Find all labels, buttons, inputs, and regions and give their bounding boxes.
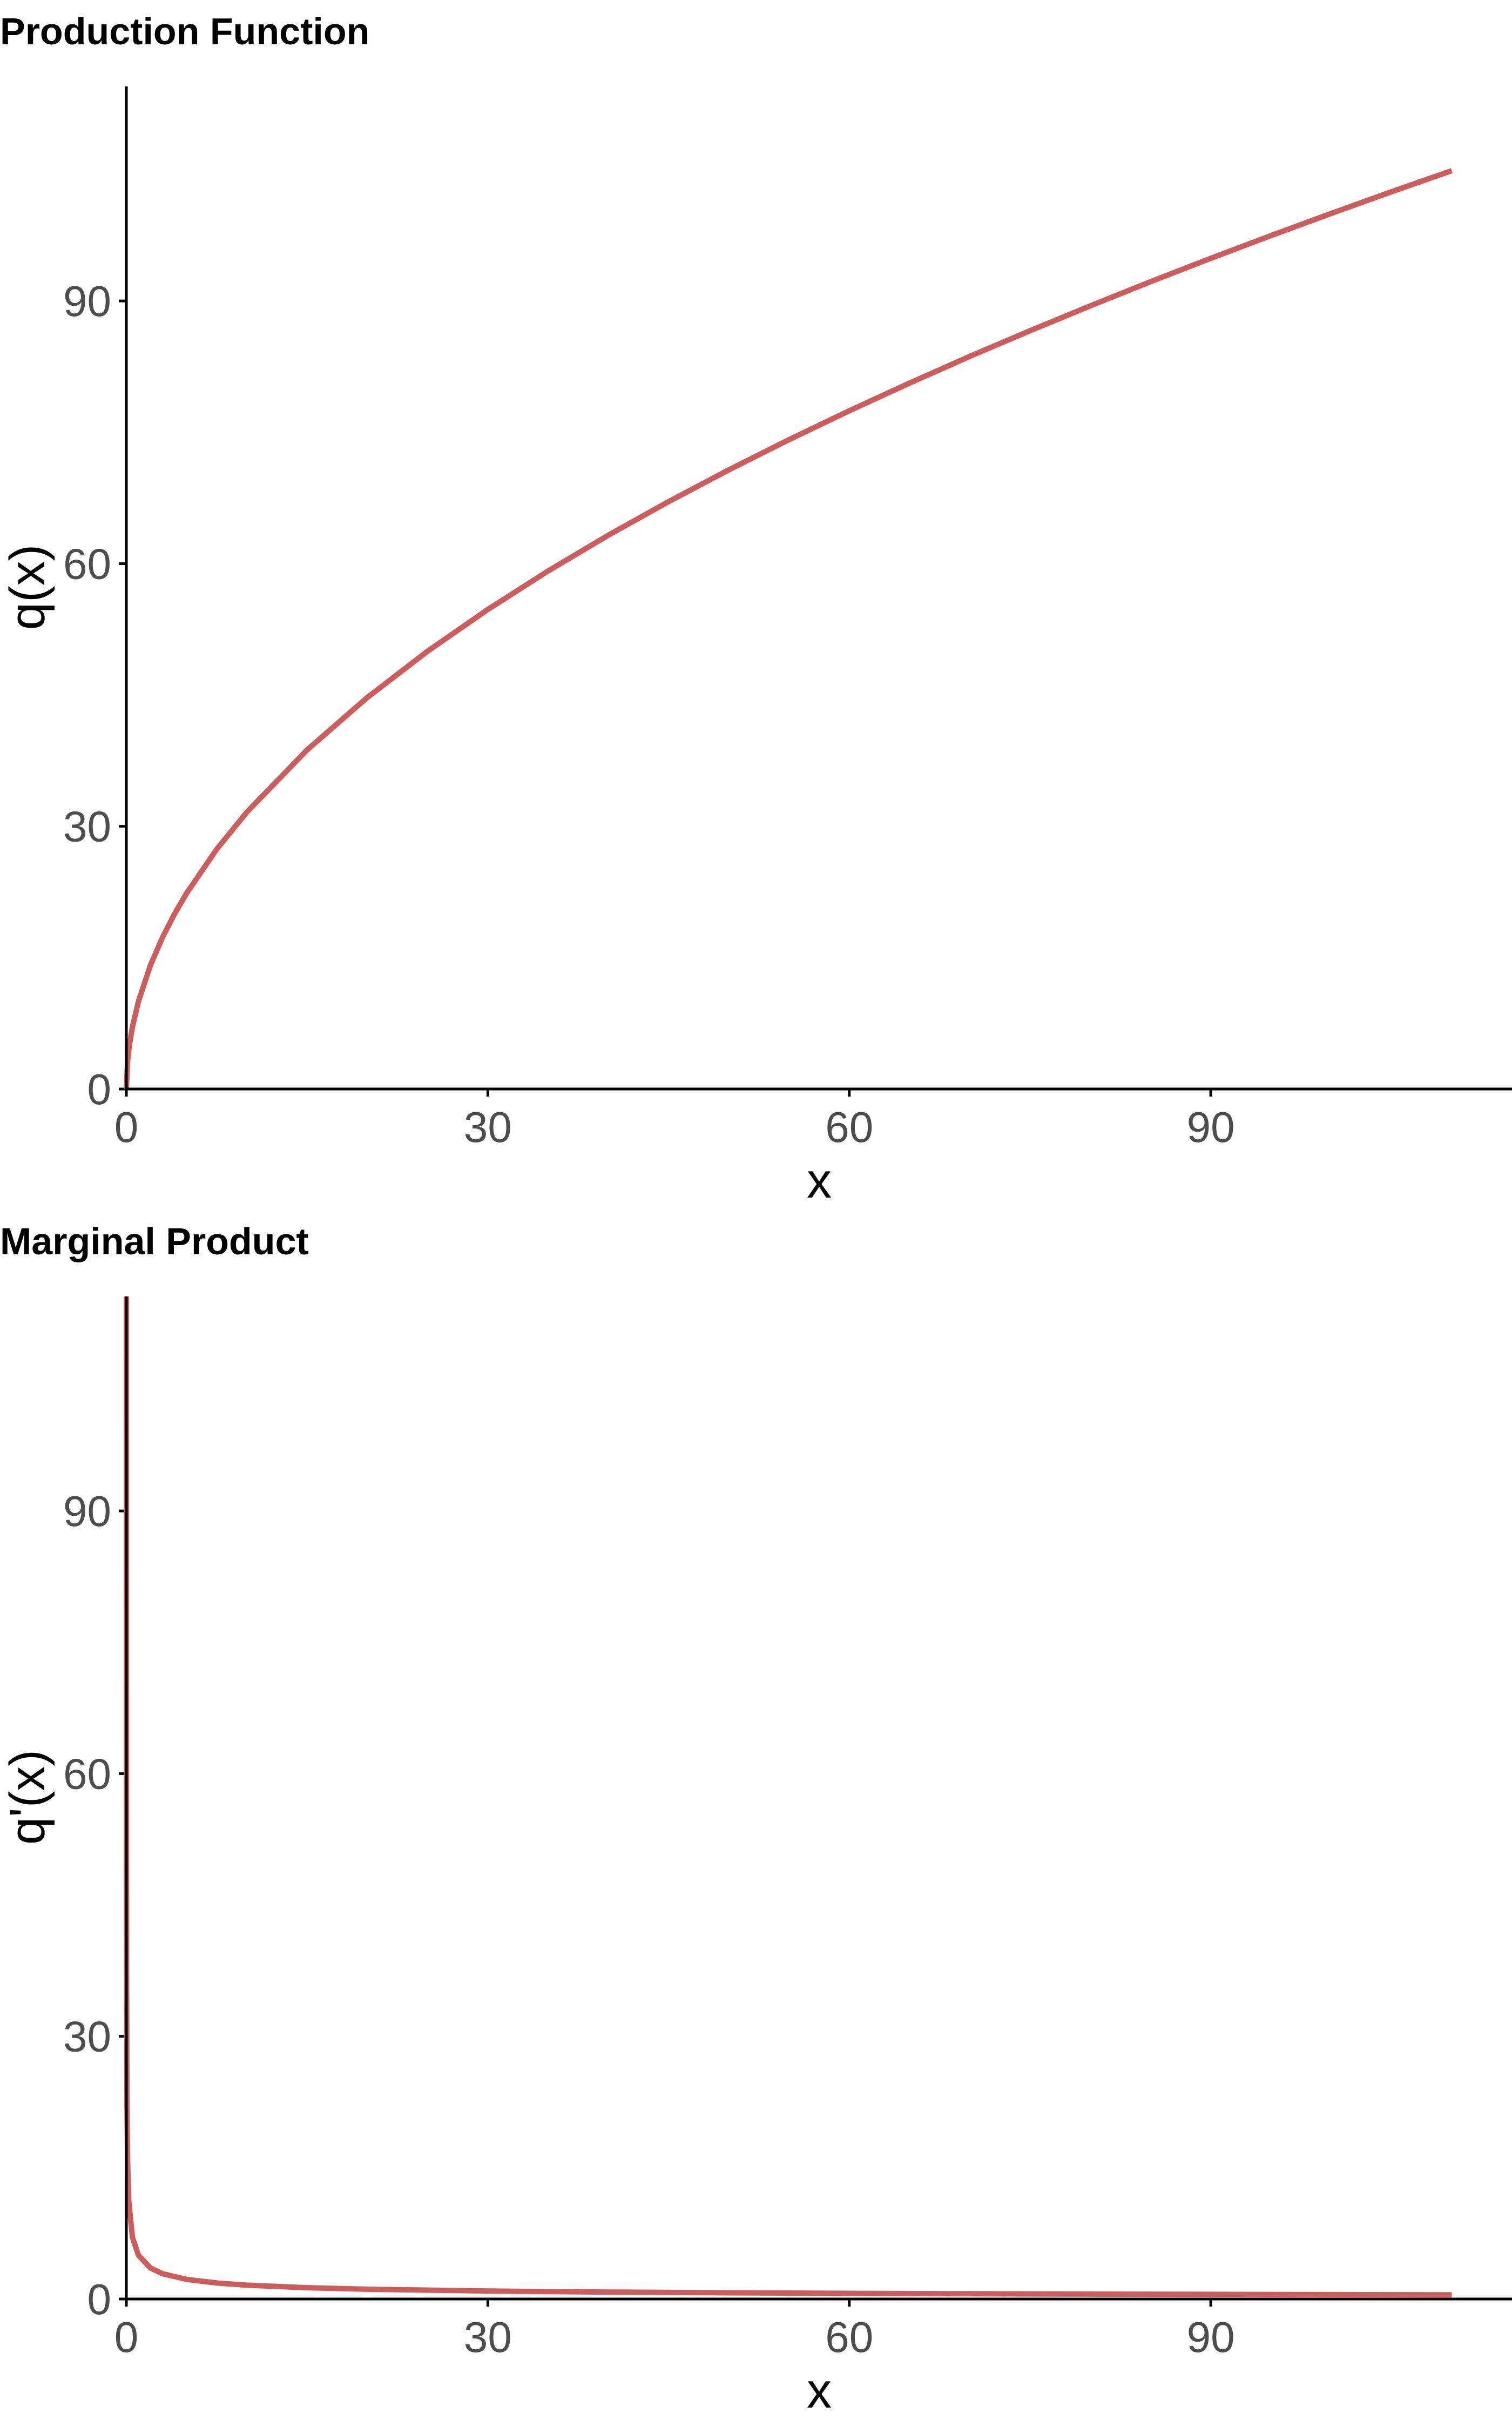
y-axis-title: q(x) xyxy=(0,544,55,630)
y-tick-label: 0 xyxy=(87,2275,112,2323)
chart-title: Production Function xyxy=(0,10,369,52)
x-tick-label: 60 xyxy=(825,1103,873,1151)
x-tick-label: 90 xyxy=(1187,1103,1235,1151)
production-function-panel: Production Function q(x) x 0 30 60 90 0 30 60 9… xyxy=(0,10,1512,1208)
y-tick-label: 90 xyxy=(63,1487,111,1535)
marginal-product-panel: Marginal Product q'(x) x 0 30 60 90 0 30 60 90 xyxy=(0,1220,1512,2418)
x-axis-title: x xyxy=(807,2363,832,2418)
x-tick-label: 60 xyxy=(825,2313,873,2361)
y-tick-label: 30 xyxy=(63,803,111,851)
y-tick-label: 30 xyxy=(63,2013,111,2061)
tick-labels: 0 30 60 90 0 30 60 90 xyxy=(63,277,1235,1151)
y-tick-label: 90 xyxy=(63,277,111,325)
chart-title: Marginal Product xyxy=(0,1220,309,1262)
x-tick-label: 30 xyxy=(464,2313,512,2361)
y-tick-label: 0 xyxy=(87,1065,112,1113)
x-tick-label: 30 xyxy=(464,1103,512,1151)
production-curve xyxy=(124,168,1453,1090)
x-tick-label: 0 xyxy=(114,1103,139,1151)
y-tick-label: 60 xyxy=(63,1750,111,1798)
x-tick-label: 0 xyxy=(114,2313,139,2361)
y-tick-label: 60 xyxy=(63,540,111,588)
marginal-product-curve xyxy=(124,1296,1452,2298)
y-axis-title: q'(x) xyxy=(0,1750,55,1845)
tick-labels: 0 30 60 90 0 30 60 90 xyxy=(63,1487,1235,2361)
axis-ticks xyxy=(119,1509,1212,2307)
x-axis-title: x xyxy=(807,1153,832,1208)
axis-ticks xyxy=(119,299,1212,1097)
x-tick-label: 90 xyxy=(1187,2313,1235,2361)
